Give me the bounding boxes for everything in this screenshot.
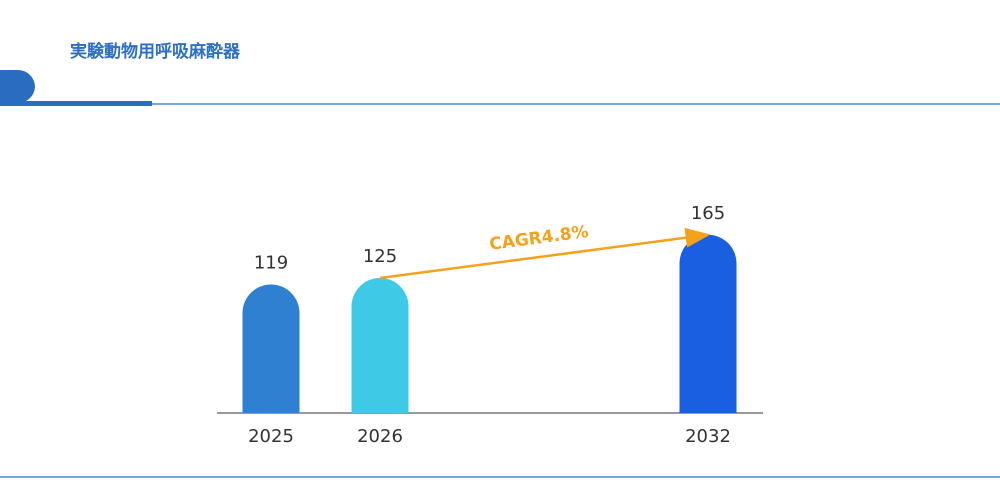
header-bar xyxy=(0,101,152,106)
value-label: 165 xyxy=(691,203,725,224)
value-label: 119 xyxy=(254,252,288,273)
value-label: 125 xyxy=(363,246,397,267)
x-tick-label: 2025 xyxy=(248,426,294,447)
bar xyxy=(679,234,737,413)
header-tab xyxy=(0,70,35,104)
bar xyxy=(242,284,300,413)
bar xyxy=(351,278,409,413)
cagr-arrow xyxy=(379,227,711,280)
x-tick-label: 2032 xyxy=(685,426,731,447)
chart-title: 実験動物用呼吸麻酔器 xyxy=(70,41,241,62)
x-tick-label: 2026 xyxy=(357,426,403,447)
